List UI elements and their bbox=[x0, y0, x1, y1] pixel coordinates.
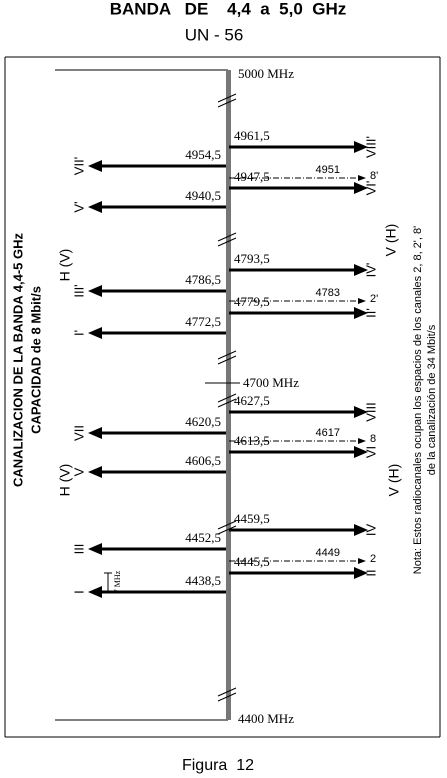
channel-label: VI' bbox=[363, 181, 378, 196]
channel-label: 2 bbox=[370, 553, 376, 565]
channel-frequency: 4449 bbox=[316, 547, 340, 559]
side-title: CANALIZACION DE LA BANDA 4,4-5 GHz bbox=[10, 233, 25, 487]
channel-label: 2' bbox=[370, 293, 378, 305]
break-line bbox=[217, 237, 237, 247]
arrow-head bbox=[354, 524, 368, 536]
channel-label: II' bbox=[363, 308, 378, 318]
channel-frequency: 4606,5 bbox=[185, 453, 221, 468]
arrow-head bbox=[88, 586, 102, 598]
arrow-head bbox=[88, 543, 102, 555]
spacing-bracket bbox=[104, 572, 112, 592]
frequency-axis bbox=[226, 70, 231, 720]
channel-label: I bbox=[71, 590, 86, 594]
arrow-head bbox=[88, 427, 102, 439]
channel-label: 8' bbox=[370, 170, 378, 182]
arrow-head bbox=[354, 141, 368, 153]
break-marks bbox=[217, 93, 237, 702]
channel-label: 8 bbox=[370, 433, 376, 445]
break-line bbox=[217, 355, 237, 365]
channel-frequency: 4620,5 bbox=[185, 414, 221, 429]
channel-label: VIII bbox=[363, 402, 378, 422]
channel-frequency: 4772,5 bbox=[185, 314, 221, 329]
arrow-head bbox=[358, 438, 366, 444]
note: Nota: Estos radiocanales ocupan los espa… bbox=[412, 226, 424, 574]
channel-label: V' bbox=[71, 201, 86, 212]
scale-top: 5000 MHz bbox=[238, 66, 294, 81]
channel-label: VI bbox=[363, 446, 378, 458]
arrow-head bbox=[88, 160, 102, 172]
arrow-head bbox=[88, 327, 102, 339]
channel-frequency: 4459,5 bbox=[234, 511, 270, 526]
break-line bbox=[217, 687, 237, 697]
channel-frequency: 4947,5 bbox=[234, 169, 270, 184]
channel-label: VIII' bbox=[363, 136, 378, 158]
break-line bbox=[217, 692, 237, 702]
arrow-head bbox=[358, 558, 366, 564]
arrow-head bbox=[354, 182, 368, 194]
arrow-head bbox=[354, 307, 368, 319]
polarization-label: V (H) bbox=[386, 464, 402, 497]
channel-frequency: 4445,5 bbox=[234, 554, 270, 569]
polarization-label: V (H) bbox=[383, 224, 399, 257]
break-line bbox=[217, 98, 237, 108]
polarization-label: H (V) bbox=[57, 464, 73, 497]
polarization-label: H (V) bbox=[57, 249, 73, 282]
channel-label: VII bbox=[71, 425, 86, 441]
arrow-head bbox=[88, 466, 102, 478]
channel-frequency: 4951 bbox=[316, 164, 340, 176]
channel-frequency: 4452,5 bbox=[185, 530, 221, 545]
note: de la canalización de 34 Mbit/s bbox=[426, 324, 438, 475]
channel-frequency: 4617 bbox=[316, 427, 340, 439]
arrow-head bbox=[354, 446, 368, 458]
arrow-head bbox=[88, 201, 102, 213]
caption: Figura 12 bbox=[182, 757, 254, 774]
channel-frequency: 4961,5 bbox=[234, 128, 270, 143]
channel-label: IV' bbox=[363, 263, 378, 278]
channel-label: I' bbox=[71, 330, 86, 336]
channel-frequency: 4779,5 bbox=[234, 294, 270, 309]
channel-frequency: 4613,5 bbox=[234, 433, 270, 448]
break-line bbox=[217, 393, 237, 403]
arrow-head bbox=[354, 567, 368, 579]
arrow-head bbox=[354, 264, 368, 276]
channel-label: V bbox=[71, 467, 86, 476]
spacing-label: 7 MHz bbox=[113, 570, 122, 593]
channel-frequency: 4940,5 bbox=[185, 188, 221, 203]
channel-frequency: 4438,5 bbox=[185, 573, 221, 588]
scale-middle: 4700 MHz bbox=[243, 375, 299, 390]
channel-frequency: 4783 bbox=[316, 287, 340, 299]
title: BANDA DE 4,4 a 5,0 GHz bbox=[110, 0, 347, 18]
arrow-head bbox=[88, 285, 102, 297]
arrow-head bbox=[358, 175, 366, 181]
frame bbox=[4, 56, 441, 738]
scale-bottom: 4400 MHz bbox=[238, 711, 294, 726]
break-line bbox=[217, 232, 237, 242]
channel-label: II bbox=[363, 569, 378, 576]
break-line bbox=[217, 93, 237, 103]
channel-frequency: 4793,5 bbox=[234, 251, 270, 266]
break-line bbox=[217, 525, 237, 535]
channel-label: IV bbox=[363, 524, 378, 537]
channel-label: III bbox=[71, 544, 86, 555]
break-line bbox=[217, 520, 237, 530]
side-title: CAPACIDAD de 8 Mbit/s bbox=[28, 286, 43, 434]
channel-frequency: 4954,5 bbox=[185, 147, 221, 162]
break-line bbox=[217, 350, 237, 360]
arrow-head bbox=[354, 406, 368, 418]
channel-label: VII' bbox=[71, 157, 86, 175]
break-line bbox=[217, 398, 237, 408]
channel-frequency: 4627,5 bbox=[234, 393, 270, 408]
channel-frequency: 4786,5 bbox=[185, 272, 221, 287]
subtitle: UN - 56 bbox=[185, 25, 244, 44]
arrow-head bbox=[358, 298, 366, 304]
channel-label: III' bbox=[71, 284, 86, 297]
